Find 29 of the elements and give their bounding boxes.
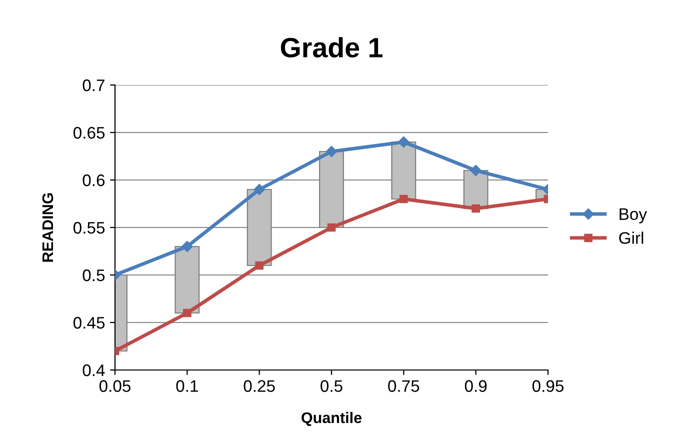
- x-tick-label: 0.25: [244, 380, 275, 392]
- x-tick-label: 0.9: [464, 380, 487, 392]
- point: [254, 184, 265, 196]
- y-tick-label: 0.4: [82, 364, 105, 376]
- x-tick-label: 0.95: [532, 380, 564, 392]
- y-tick-label: 0.45: [73, 316, 105, 329]
- y-axis-title: READING: [42, 193, 54, 262]
- x-tick-label: 0.5: [320, 380, 342, 392]
- point: [400, 194, 408, 204]
- point: [326, 146, 338, 158]
- chart-title: Grade 1: [280, 37, 382, 58]
- x-tick-label: 0.05: [99, 380, 131, 392]
- point: [472, 204, 480, 213]
- point: [327, 223, 336, 232]
- y-tick-label: 0.6: [82, 174, 105, 186]
- y-tick-label: 0.55: [73, 222, 105, 234]
- point: [183, 308, 192, 318]
- point: [182, 240, 193, 252]
- point: [398, 136, 410, 148]
- y-tick-label: 0.5: [82, 269, 105, 282]
- x-tick-label: 0.75: [388, 380, 420, 392]
- point: [255, 261, 264, 270]
- legend-label: Girl: [619, 232, 644, 244]
- y-tick-label: 0.7: [82, 79, 104, 92]
- legend-label: Boy: [620, 208, 648, 224]
- x-tick-label: 0.1: [176, 380, 198, 392]
- x-axis-title: Quantile: [302, 412, 362, 426]
- y-tick-label: 0.65: [73, 126, 105, 139]
- point: [470, 164, 482, 176]
